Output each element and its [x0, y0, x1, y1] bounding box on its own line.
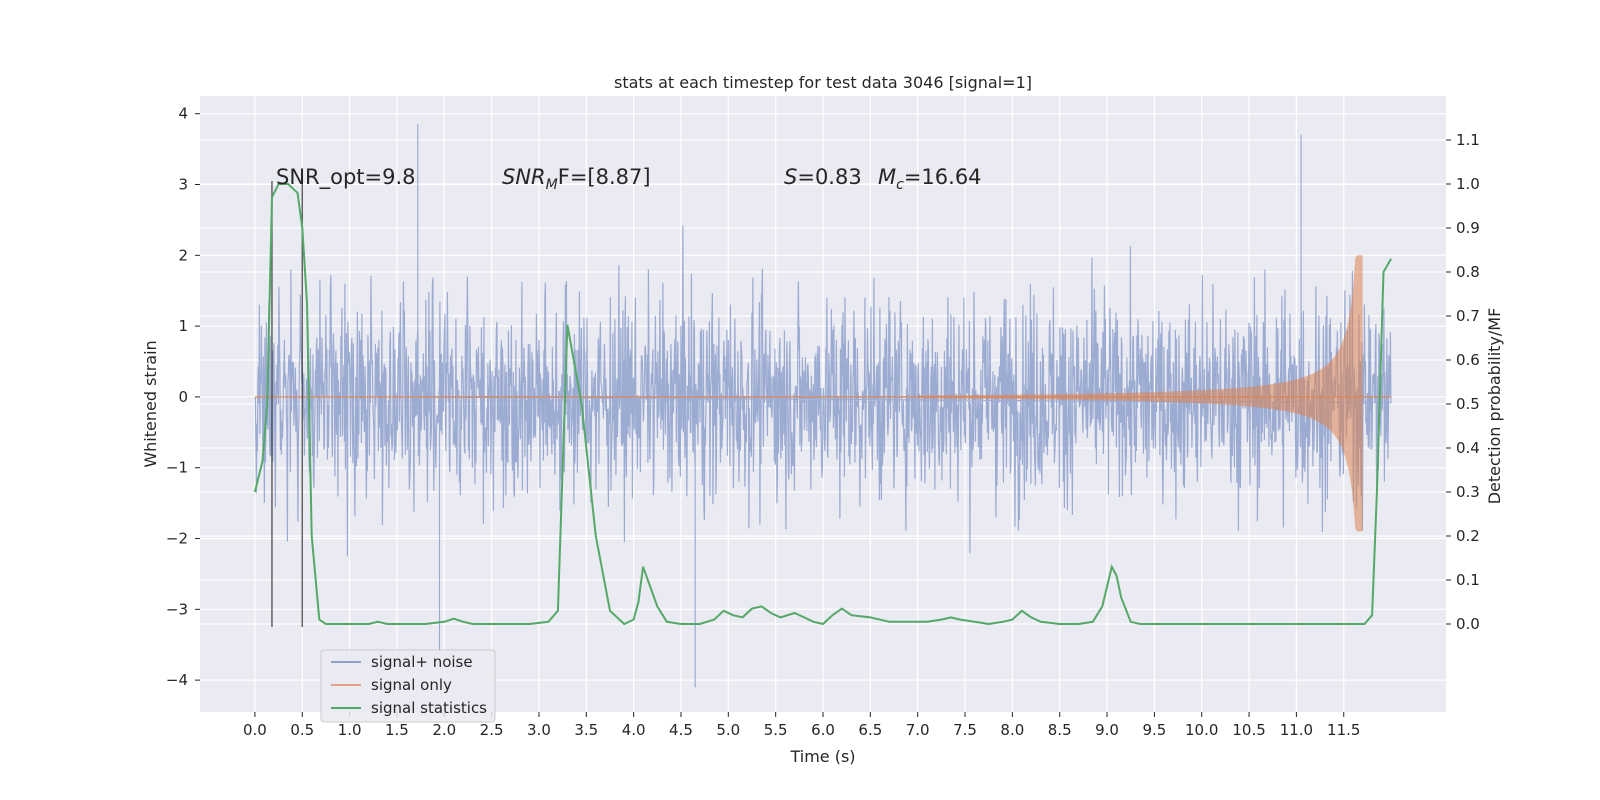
left-tick-label: −1 — [166, 459, 188, 477]
vertical-markers — [271, 180, 303, 628]
x-tick-label: 6.0 — [811, 721, 835, 739]
right-tick-label: 0.8 — [1456, 263, 1480, 281]
annotation-snr-mf: SNRMF=[8.87] — [502, 165, 651, 193]
x-axis-label: Time (s) — [789, 747, 855, 766]
x-tick-label: 4.0 — [622, 721, 646, 739]
legend-box — [320, 649, 496, 723]
legend-label-signal-noise: signal+ noise — [371, 653, 473, 671]
right-axis-ticks: 1.1 1.0 0.9 0.8 0.7 0.6 0.5 0.4 0.3 0.2 0.1 0.0 — [1446, 131, 1480, 633]
left-tick-label: 0 — [178, 388, 188, 406]
x-axis-ticks: 0.0 0.5 1.0 1.5 2.0 2.5 3.0 3.5 4.0 4.5 5.0 5.5 6.0 6… — [243, 712, 1360, 739]
x-tick-label: 10.0 — [1185, 721, 1218, 739]
right-tick-label: 0.6 — [1456, 351, 1480, 369]
right-axis-label: Detection probability/MF — [1485, 308, 1504, 505]
x-tick-label: 9.5 — [1142, 721, 1166, 739]
x-tick-label: 0.0 — [243, 721, 267, 739]
left-tick-label: 1 — [178, 317, 188, 335]
annotation-snr-opt: SNR_opt=9.8 — [276, 165, 416, 190]
annotation-s: S=0.83 — [784, 165, 862, 189]
signal-statistics-line — [253, 183, 1392, 626]
left-tick-label: −4 — [166, 671, 188, 689]
mc-main: M — [878, 165, 896, 189]
left-tick-label: 2 — [178, 246, 188, 264]
snr-mf-rest: F=[8.87] — [558, 165, 651, 189]
s-main: S — [784, 165, 797, 189]
left-tick-label: −3 — [166, 600, 188, 618]
right-tick-label: 1.0 — [1456, 175, 1480, 193]
mc-rest: =16.64 — [904, 165, 982, 189]
x-tick-label: 1.0 — [338, 721, 362, 739]
x-tick-label: 2.5 — [480, 721, 504, 739]
x-tick-label: 6.5 — [858, 721, 882, 739]
annotation-mc: Mc=16.64 — [878, 165, 982, 193]
x-tick-label: 11.0 — [1280, 721, 1313, 739]
left-axis-label: Whitened strain — [141, 340, 160, 467]
x-tick-label: 4.5 — [669, 721, 693, 739]
chart-title: stats at each timestep for test data 304… — [614, 73, 1032, 92]
x-tick-label: 1.5 — [385, 721, 409, 739]
x-tick-label: 8.5 — [1048, 721, 1072, 739]
x-tick-label: 5.5 — [764, 721, 788, 739]
right-tick-label: 0.9 — [1456, 219, 1480, 237]
x-tick-label: 10.5 — [1232, 721, 1265, 739]
legend-label-signal-statistics: signal statistics — [371, 699, 487, 717]
x-tick-label: 8.0 — [1000, 721, 1024, 739]
right-tick-label: 0.3 — [1456, 483, 1480, 501]
x-tick-label: 3.5 — [574, 721, 598, 739]
x-tick-label: 3.0 — [527, 721, 551, 739]
left-tick-label: 3 — [178, 176, 188, 194]
snr-mf-main: SNR — [502, 165, 546, 189]
x-tick-label: 0.5 — [290, 721, 314, 739]
s-rest: =0.83 — [797, 165, 861, 189]
x-tick-label: 9.0 — [1095, 721, 1119, 739]
right-tick-label: 0.1 — [1456, 571, 1480, 589]
x-tick-label: 2.0 — [432, 721, 456, 739]
x-tick-label: 7.5 — [953, 721, 977, 739]
snr-mf-sub: M — [546, 177, 558, 193]
right-tick-label: 0.2 — [1456, 527, 1480, 545]
x-tick-label: 5.0 — [716, 721, 740, 739]
right-tick-label: 1.1 — [1456, 131, 1480, 149]
left-tick-label: 4 — [178, 105, 188, 123]
x-tick-label: 11.5 — [1327, 721, 1360, 739]
x-tick-label: 7.0 — [906, 721, 930, 739]
legend: signal+ noise signal only signal statist… — [320, 649, 496, 723]
right-tick-label: 0.0 — [1456, 615, 1480, 633]
left-tick-label: −2 — [166, 530, 188, 548]
right-tick-label: 0.7 — [1456, 307, 1480, 325]
mc-sub: c — [896, 177, 904, 193]
legend-label-signal-only: signal only — [371, 676, 452, 694]
right-tick-label: 0.5 — [1456, 395, 1480, 413]
left-axis-ticks: 4 3 2 1 0 −1 −2 −3 −4 — [166, 105, 200, 689]
signal-only-chirp — [917, 255, 1363, 532]
right-tick-label: 0.4 — [1456, 439, 1480, 457]
